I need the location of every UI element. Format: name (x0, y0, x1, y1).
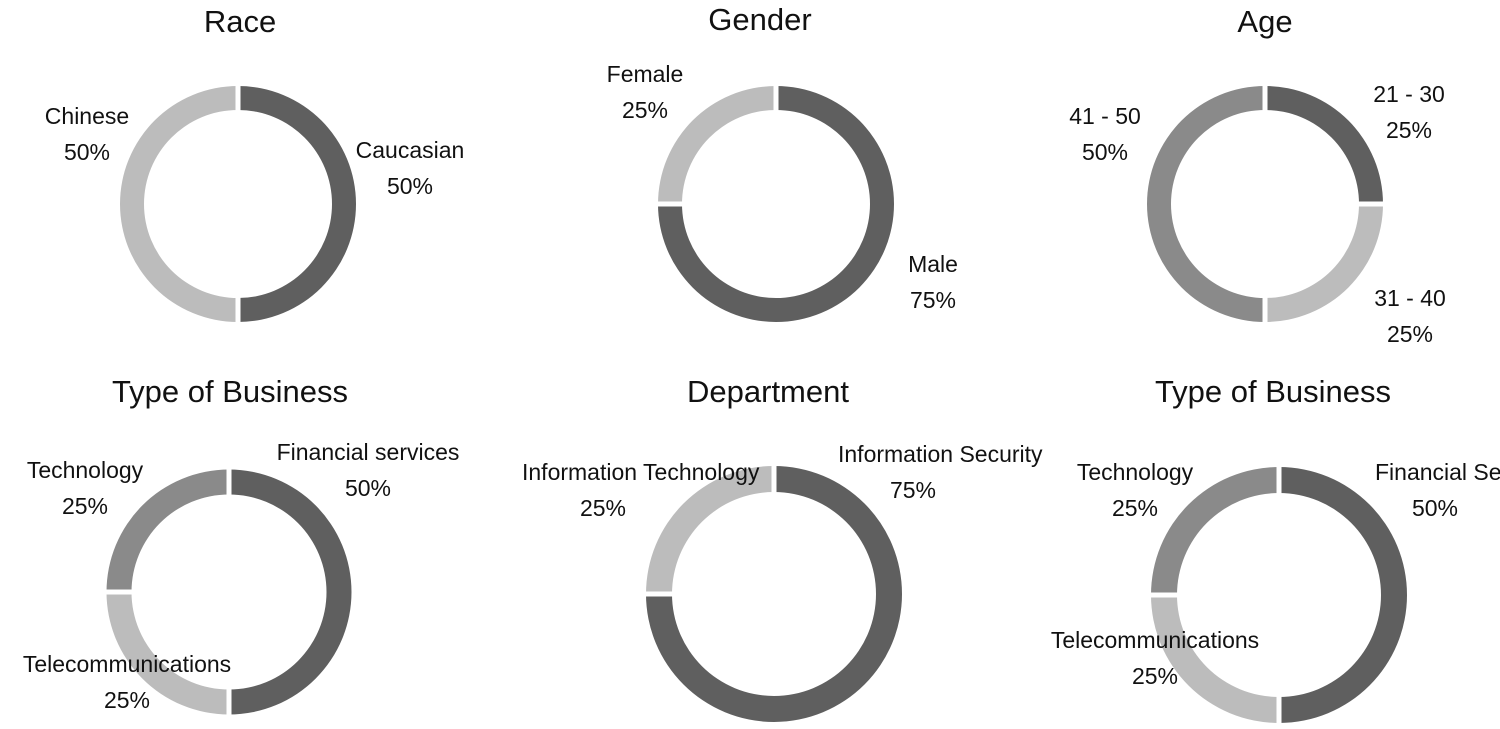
chart-type-of-business-1: Type of Business Financial services 50% … (0, 370, 490, 729)
slice-label-telecommunications: Telecommunications 25% (22, 651, 232, 713)
chart-title: Type of Business (1154, 374, 1392, 409)
slice-financial-services (1279, 467, 1407, 723)
slice-label-male: Male 75% (908, 251, 958, 313)
slice-label-information-technology: Information Technology 25% (522, 459, 760, 521)
slice-financial-services (229, 469, 352, 715)
slice-label-chinese: Chinese 50% (44, 103, 130, 165)
slice-technology (106, 469, 229, 592)
slice-technology (1151, 467, 1279, 595)
chart-title: Type of Business (111, 374, 349, 409)
gender-donut (655, 83, 894, 322)
chart-department: Department Information Security 75% Info… (520, 370, 1043, 729)
chart-title: Gender (708, 2, 812, 37)
chart-gender: Gender Male 75% Female 25% (520, 0, 1000, 360)
slice-label-technology: Technology 25% (26, 457, 144, 519)
age-donut (1147, 83, 1386, 325)
slice-21-30 (1265, 86, 1383, 204)
slice-female (658, 86, 776, 204)
slice-label-31-40: 31 - 40 25% (1374, 285, 1446, 347)
chart-type-of-business-2: Type of Business Financial Services 50% … (1010, 370, 1500, 729)
slice-telecommunications (106, 592, 229, 715)
slice-telecommunications (1151, 595, 1279, 723)
chart-age: Age 21 - 30 25% 31 - 40 25% 41 - 50 50% (1010, 0, 1500, 360)
slice-label-41-50: 41 - 50 50% (1069, 103, 1141, 165)
chart-title: Race (203, 4, 277, 39)
slice-label-technology: Technology 25% (1076, 459, 1194, 521)
slice-label-financial-services: Financial services 50% (276, 439, 460, 501)
slice-label-21-30: 21 - 30 25% (1373, 81, 1445, 143)
race-donut (120, 83, 356, 325)
department-donut (643, 463, 902, 722)
chart-title: Age (1237, 4, 1293, 39)
slice-label-female: Female 25% (606, 61, 684, 123)
slice-information-technology (646, 466, 774, 594)
type-of-business-1-donut (103, 466, 352, 718)
slice-label-information-security: Information Security 75% (838, 441, 1043, 503)
slice-41-50 (1147, 86, 1265, 322)
slice-label-financial-services: Financial Services 50% (1375, 459, 1500, 521)
slice-caucasian (238, 86, 356, 322)
type-of-business-2-donut (1148, 464, 1407, 726)
slice-label-telecommunications: Telecommunications 25% (1050, 627, 1260, 689)
chart-title: Department (687, 374, 849, 409)
slice-label-caucasian: Caucasian 50% (355, 137, 465, 199)
slice-31-40 (1265, 204, 1383, 322)
chart-race: Race Caucasian 50% Chinese 50% (0, 0, 480, 360)
slice-chinese (120, 86, 238, 322)
